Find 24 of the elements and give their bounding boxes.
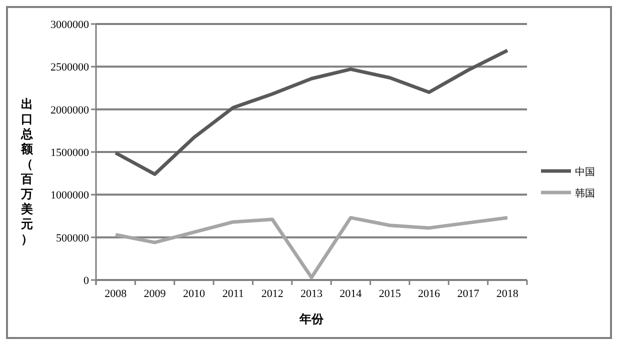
text: 出口总额（百万美元） — [21, 97, 33, 246]
x-tick-label: 2009 — [144, 288, 166, 300]
x-tick-label: 2008 — [104, 288, 128, 300]
y-tick-label: 1000000 — [50, 190, 90, 202]
x-tick-label: 2013 — [300, 288, 323, 300]
x-tick-label: 2010 — [182, 288, 206, 300]
line-series — [114, 216, 510, 280]
x-tick-label: 2011 — [222, 288, 244, 300]
x-tick-label: 2017 — [457, 288, 480, 300]
y-tick-label: 3000000 — [50, 19, 90, 31]
y-tick-label: 500000 — [56, 232, 90, 244]
y-tick-label: 0 — [84, 275, 90, 287]
x-tick-label: 2015 — [378, 288, 402, 300]
legend-label: 韩国 — [575, 188, 595, 200]
y-tick-label: 1500000 — [50, 147, 90, 159]
y-tick-label: 2500000 — [50, 62, 90, 74]
x-tick-label: 2018 — [496, 288, 519, 300]
line-series — [114, 48, 510, 176]
x-tick-label: 2016 — [418, 288, 441, 300]
x-tick-label: 2014 — [340, 288, 362, 300]
legend-label: 中国 — [575, 166, 595, 178]
x-tick-label: 2012 — [261, 288, 284, 300]
y-tick-label: 2000000 — [50, 104, 90, 116]
x-axis-title: 年份 — [298, 312, 324, 326]
